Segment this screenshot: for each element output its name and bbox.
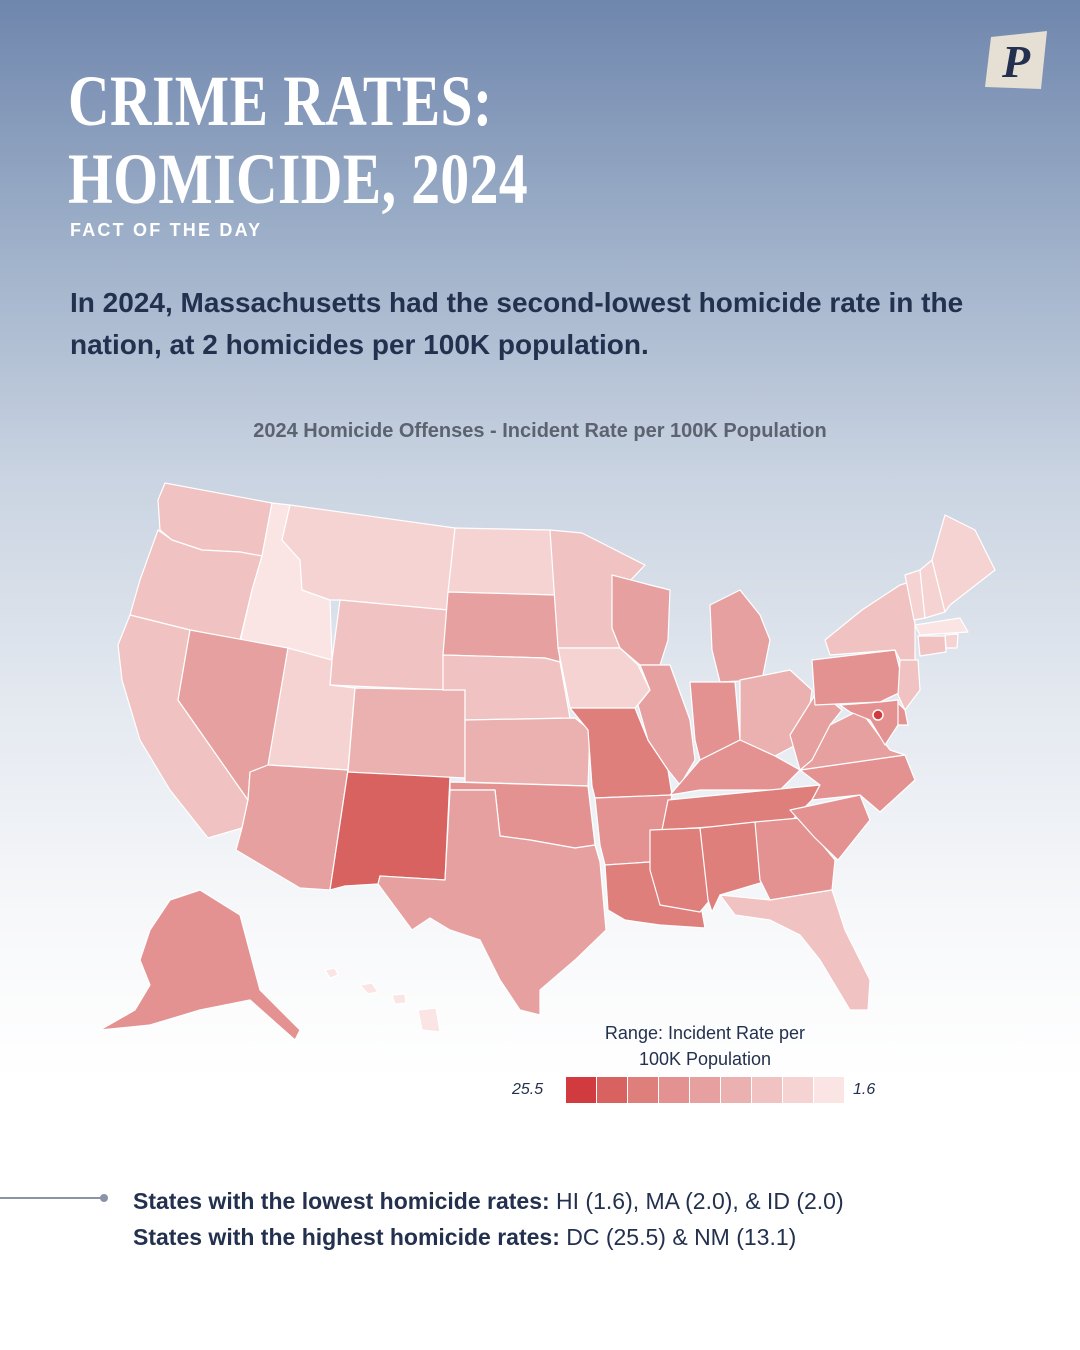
legend-swatch-9: [814, 1077, 845, 1103]
legend-swatch-8: [783, 1077, 814, 1103]
us-homicide-choropleth-map: [99, 482, 996, 1041]
state-me: [931, 514, 996, 613]
legend-swatch-1: [566, 1077, 597, 1103]
state-hi: [324, 967, 441, 1033]
state-ri: [944, 633, 959, 649]
legend-swatch-4: [659, 1077, 690, 1103]
highest-rates-fact: States with the highest homicide rates: …: [133, 1219, 1033, 1255]
logo-letter: P: [1001, 36, 1031, 87]
state-ak: [99, 889, 301, 1041]
fact-of-the-day-label: FACT OF THE DAY: [70, 220, 263, 240]
facts-summary: States with the lowest homicide rates: H…: [133, 1183, 1033, 1255]
legend-swatch-6: [721, 1077, 752, 1103]
state-ny: [824, 581, 916, 666]
state-sc: [789, 794, 871, 861]
page-title: CRIME RATES: HOMICIDE, 2024: [68, 62, 628, 218]
legend-min-label: 1.6: [853, 1081, 876, 1098]
lowest-rates-label: States with the lowest homicide rates:: [133, 1188, 550, 1214]
state-nd: [447, 527, 556, 596]
legend-title-line-1: Range: Incident Rate per: [604, 1023, 806, 1043]
state-ky: [669, 739, 801, 796]
state-dc: [872, 709, 884, 721]
map-title: 2024 Homicide Offenses - Incident Rate p…: [253, 420, 827, 442]
legend-max-label: 25.5: [512, 1081, 544, 1098]
lowest-rates-fact: States with the lowest homicide rates: H…: [133, 1183, 1033, 1219]
legend-title: Range: Incident Rate per 100K Population: [560, 1020, 850, 1072]
legend-swatch-2: [597, 1077, 628, 1103]
legend-swatch-5: [690, 1077, 721, 1103]
state-ks: [464, 717, 591, 787]
lowest-rates-values: HI (1.6), MA (2.0), & ID (2.0): [556, 1188, 844, 1214]
state-nj: [897, 659, 921, 711]
brand-logo: P: [985, 31, 1047, 89]
facts-connector-line: [0, 1197, 106, 1199]
state-mi: [709, 589, 771, 683]
legend-color-scale: [566, 1077, 845, 1103]
state-il: [637, 664, 696, 786]
state-fl: [719, 889, 871, 1011]
highest-rates-label: States with the highest homicide rates:: [133, 1224, 560, 1250]
title-line-1: CRIME RATES:: [68, 61, 493, 141]
state-md: [839, 699, 899, 746]
highest-rates-values: DC (25.5) & NM (13.1): [566, 1224, 797, 1250]
state-tx: [377, 789, 607, 1016]
legend-title-line-2: 100K Population: [638, 1049, 772, 1069]
legend-swatch-7: [752, 1077, 783, 1103]
headline-text: In 2024, Massachusetts had the second-lo…: [70, 287, 964, 360]
state-pa: [811, 649, 906, 706]
state-nm: [329, 769, 451, 891]
state-ct: [917, 635, 947, 657]
state-ma: [914, 617, 969, 636]
title-line-2: HOMICIDE, 2024: [68, 139, 529, 219]
state-sd: [442, 591, 561, 663]
state-wy: [329, 599, 449, 691]
state-az: [235, 764, 349, 891]
state-nc: [799, 754, 916, 813]
legend-swatch-3: [628, 1077, 659, 1103]
state-co: [347, 687, 466, 779]
facts-connector-dot: [100, 1194, 108, 1202]
logo-background: [985, 31, 1047, 89]
